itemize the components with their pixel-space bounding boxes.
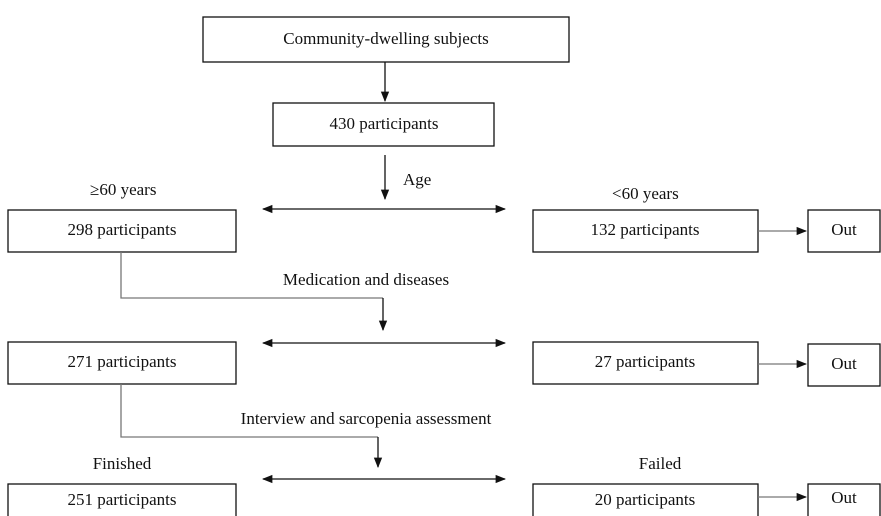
box-label: Community-dwelling subjects (283, 29, 488, 48)
box-label: 20 participants (595, 490, 696, 509)
connector (120, 252, 383, 299)
step-label: Age (403, 170, 431, 189)
box (7, 209, 237, 253)
box (7, 341, 237, 385)
branch-label: <60 years (612, 184, 679, 203)
connector (120, 384, 378, 438)
box-label: 132 participants (590, 220, 699, 239)
box-label: 271 participants (67, 352, 176, 371)
box (202, 16, 570, 63)
box (532, 209, 759, 253)
box (7, 483, 237, 516)
branch-label: Failed (639, 454, 682, 473)
box-label: Out (831, 488, 857, 507)
box-label: 298 participants (67, 220, 176, 239)
box (807, 209, 881, 253)
box (272, 102, 495, 147)
box-label: Out (831, 354, 857, 373)
branch-label: Finished (93, 454, 152, 473)
step-label: Interview and sarcopenia assessment (241, 409, 492, 428)
box (807, 343, 881, 387)
box-label: 430 participants (329, 114, 438, 133)
box (532, 483, 759, 516)
box-label: 27 participants (595, 352, 696, 371)
box-label: 251 participants (67, 490, 176, 509)
box (532, 341, 759, 385)
box (807, 483, 881, 516)
box-label: Out (831, 220, 857, 239)
branch-label: ≥60 years (90, 180, 156, 199)
step-label: Medication and diseases (283, 270, 449, 289)
